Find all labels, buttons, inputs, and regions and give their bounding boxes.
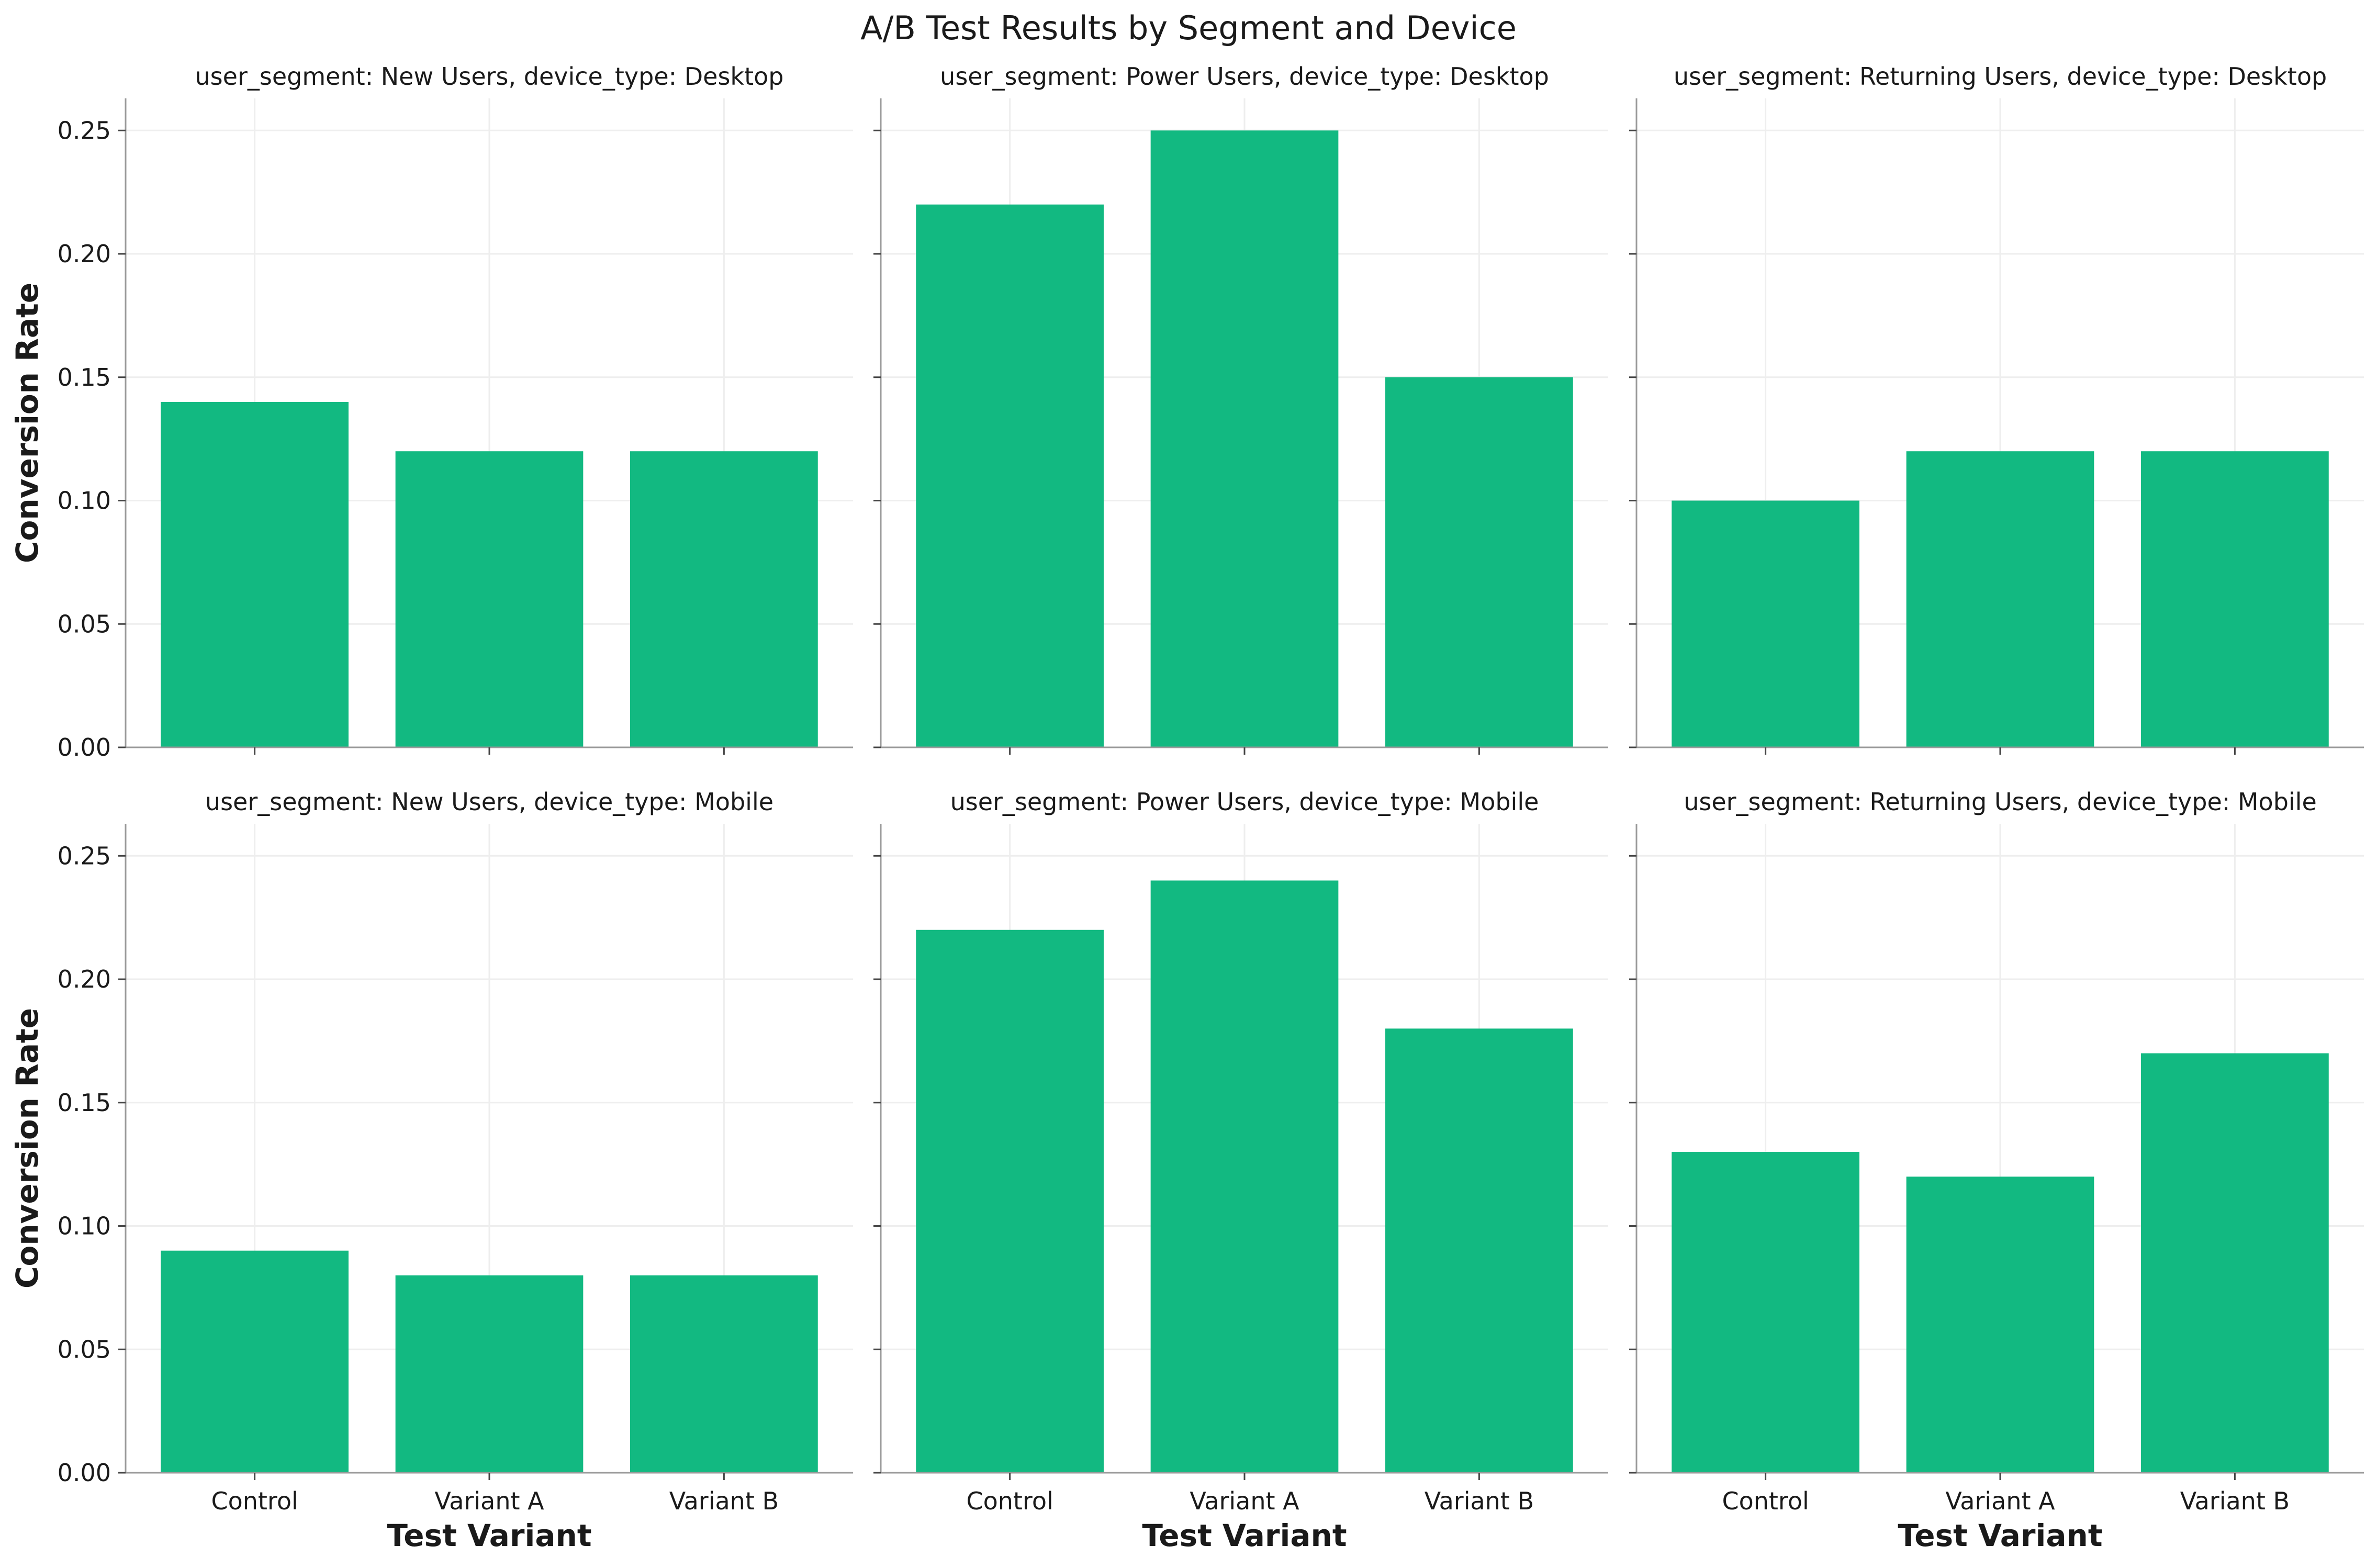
bar-variant-a bbox=[1150, 880, 1339, 1473]
y-tick-label: 0.00 bbox=[58, 1459, 111, 1487]
x-tick-label: Variant A bbox=[434, 1487, 544, 1515]
bar-control bbox=[161, 401, 349, 747]
x-axis-label: Test Variant bbox=[1898, 1518, 2102, 1553]
panel-5: Control Variant A Variant B user_segment: P… bbox=[873, 788, 1608, 1553]
y-axis-label: Conversion Rate bbox=[9, 283, 45, 563]
panel-title: user_segment: New Users, device_type: De… bbox=[195, 62, 784, 91]
bar-variant-a bbox=[1906, 451, 2094, 747]
y-tick-label: 0.20 bbox=[58, 965, 111, 993]
y-tick-label: 0.15 bbox=[58, 1089, 111, 1117]
y-tick-label: 0.10 bbox=[58, 1212, 111, 1240]
panel-3: user_segment: Returning Users, device_ty… bbox=[1629, 62, 2364, 755]
panel-6: Control Variant A Variant B user_segment: R… bbox=[1629, 788, 2364, 1553]
x-tick-label: Variant A bbox=[1190, 1487, 1299, 1515]
x-tick-label: Control bbox=[966, 1487, 1053, 1515]
panel-title: user_segment: New Users, device_type: Mo… bbox=[205, 788, 773, 816]
panel-title: user_segment: Power Users, device_type: … bbox=[950, 788, 1539, 816]
bar-control bbox=[161, 1250, 349, 1473]
bar-control bbox=[1672, 500, 1859, 747]
y-tick-label: 0.20 bbox=[58, 240, 111, 268]
bar-variant-b bbox=[630, 451, 818, 747]
bar-variant-a bbox=[1150, 130, 1339, 748]
bar-variant-b bbox=[1385, 1028, 1573, 1473]
y-tick-label: 0.05 bbox=[58, 1335, 111, 1363]
y-tick-label: 0.25 bbox=[58, 842, 111, 870]
bar-variant-b bbox=[1385, 377, 1573, 747]
panel-title: user_segment: Returning Users, device_ty… bbox=[1674, 62, 2327, 91]
figure-title: A/B Test Results by Segment and Device bbox=[860, 9, 1517, 47]
panel-title: user_segment: Power Users, device_type: … bbox=[940, 62, 1549, 91]
facet-panels: 0.00 0.05 0.10 0.15 0.20 0.25 user_segment: Ne… bbox=[9, 62, 2364, 1553]
y-tick-label: 0.10 bbox=[58, 487, 111, 515]
y-tick-label: 0.05 bbox=[58, 610, 111, 638]
x-axis-label: Test Variant bbox=[1142, 1518, 1347, 1553]
y-axis-label: Conversion Rate bbox=[9, 1008, 45, 1289]
bar-control bbox=[916, 929, 1104, 1473]
bar-variant-a bbox=[395, 451, 584, 747]
x-axis-label: Test Variant bbox=[387, 1518, 591, 1553]
x-tick-label: Variant B bbox=[669, 1487, 779, 1515]
bar-variant-a bbox=[395, 1275, 584, 1473]
bar-variant-a bbox=[1906, 1177, 2094, 1473]
panel-title: user_segment: Returning Users, device_ty… bbox=[1684, 788, 2317, 816]
x-tick-label: Variant A bbox=[1945, 1487, 2055, 1515]
x-tick-label: Variant B bbox=[2180, 1487, 2290, 1515]
panel-1: 0.00 0.05 0.10 0.15 0.20 0.25 user_segment: Ne… bbox=[9, 62, 853, 761]
y-tick-label: 0.00 bbox=[58, 733, 111, 761]
y-tick-label: 0.25 bbox=[58, 116, 111, 144]
panel-2: user_segment: Power Users, device_type: … bbox=[873, 62, 1608, 755]
bar-control bbox=[1672, 1152, 1859, 1473]
x-tick-label: Control bbox=[211, 1487, 298, 1515]
bar-variant-b bbox=[630, 1275, 818, 1473]
x-tick-label: Variant B bbox=[1425, 1487, 1534, 1515]
bar-control bbox=[916, 204, 1104, 747]
y-tick-label: 0.15 bbox=[58, 363, 111, 391]
bar-variant-b bbox=[2141, 451, 2329, 747]
bar-variant-b bbox=[2141, 1053, 2329, 1473]
panel-4: 0.00 0.05 0.10 0.15 0.20 0.25 Control Variant A… bbox=[9, 788, 853, 1553]
x-tick-label: Control bbox=[1722, 1487, 1809, 1515]
